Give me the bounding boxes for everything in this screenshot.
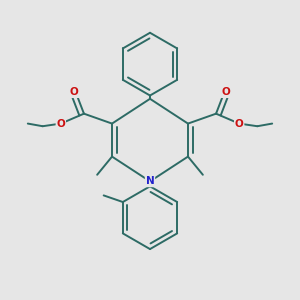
Text: O: O xyxy=(70,87,78,97)
Text: O: O xyxy=(235,118,244,129)
Text: O: O xyxy=(56,118,65,129)
Text: N: N xyxy=(146,176,154,186)
Text: O: O xyxy=(222,87,230,97)
